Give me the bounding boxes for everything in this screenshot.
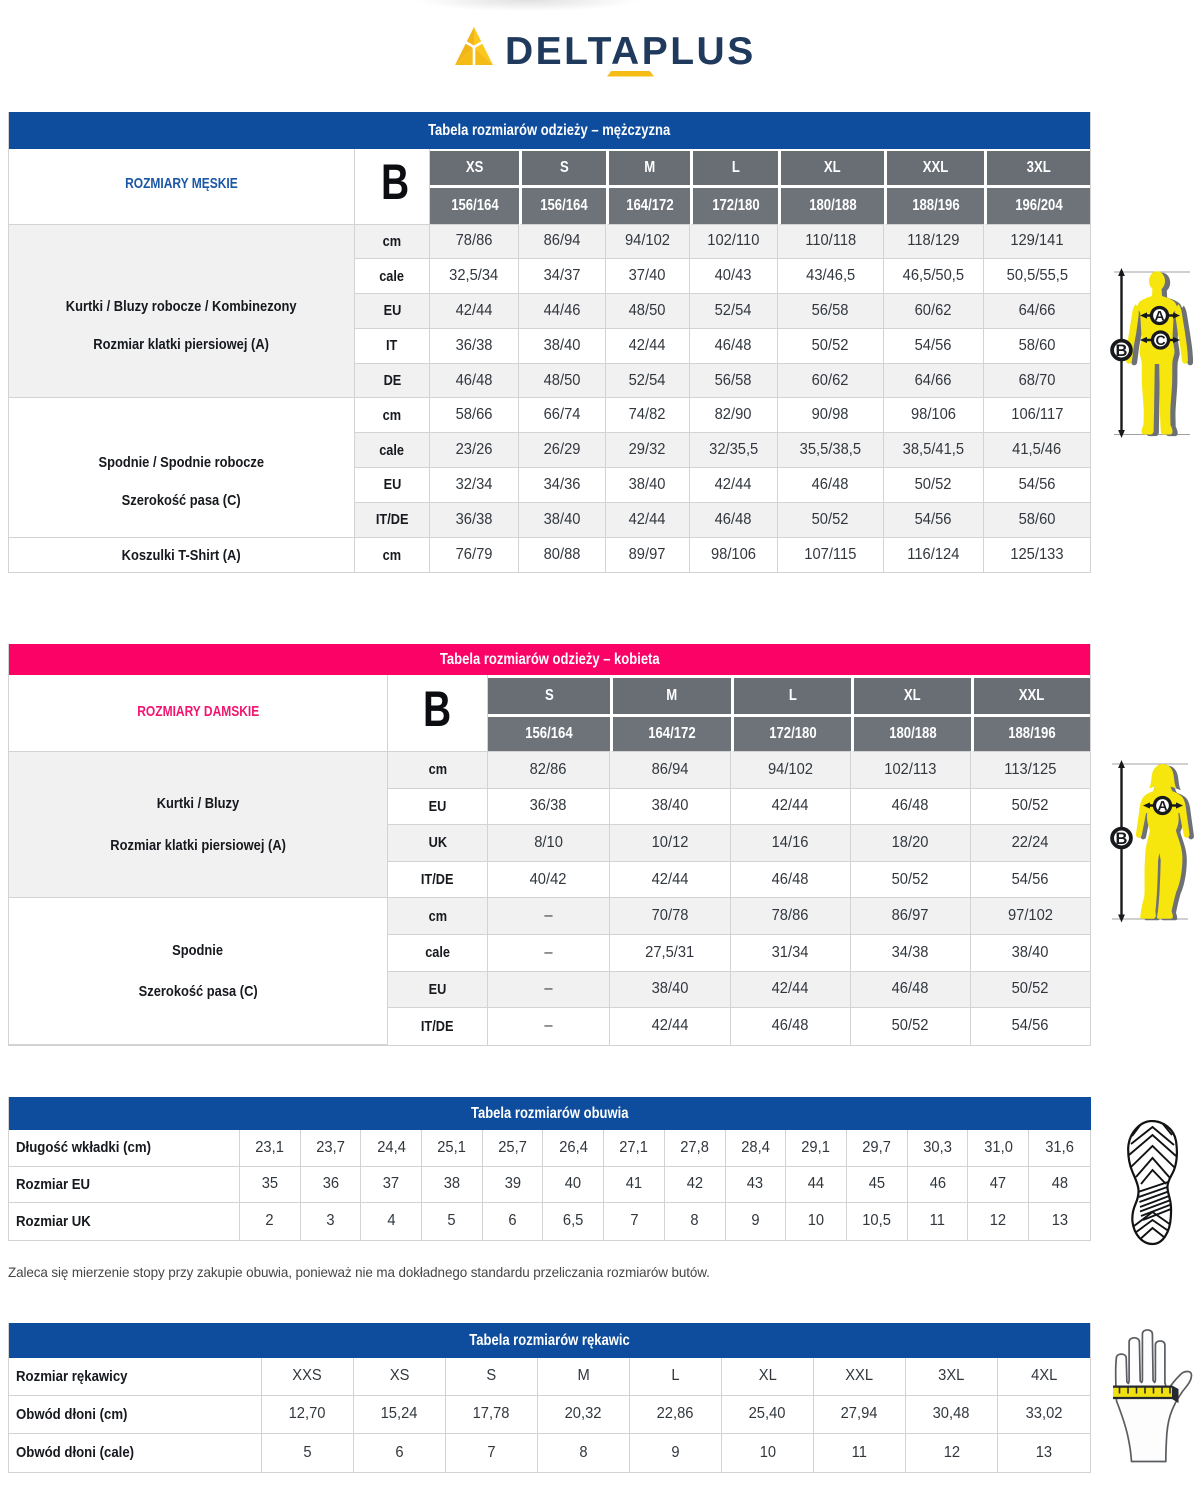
svg-text:C: C xyxy=(1155,332,1165,348)
svg-text:B: B xyxy=(1116,342,1128,360)
svg-text:A: A xyxy=(1154,308,1164,324)
svg-text:A: A xyxy=(1157,798,1167,814)
svg-text:B: B xyxy=(1116,830,1128,848)
